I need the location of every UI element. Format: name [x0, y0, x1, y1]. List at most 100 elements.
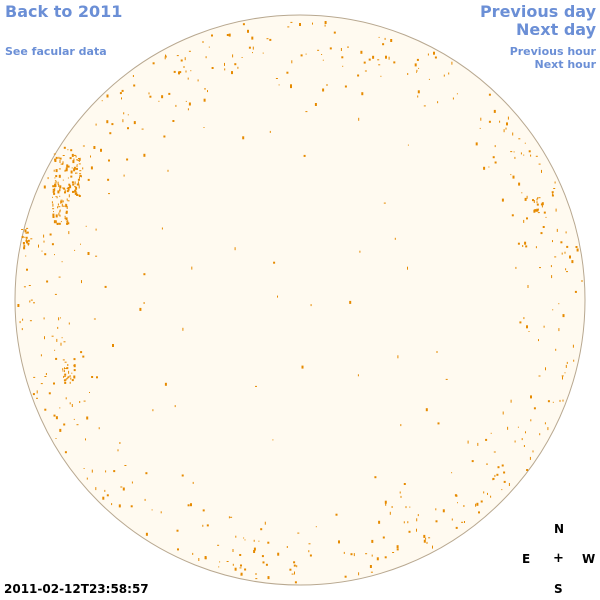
facula-mark: [475, 142, 478, 146]
facula-mark: [527, 285, 529, 288]
facula-mark: [76, 424, 79, 426]
facula-mark: [163, 135, 166, 138]
facula-mark: [492, 477, 495, 480]
facula-mark: [433, 52, 435, 54]
facula-mark: [191, 266, 193, 270]
facula-mark: [536, 208, 539, 212]
facula-mark: [393, 61, 396, 64]
facula-mark: [183, 66, 185, 68]
facula-mark: [108, 193, 110, 195]
previous-hour-link[interactable]: Previous hour: [509, 45, 596, 58]
facula-mark: [361, 92, 364, 96]
facula-mark: [237, 66, 239, 69]
compass-center-marker: +: [553, 551, 564, 566]
facula-mark: [74, 181, 76, 185]
facula-mark: [291, 573, 294, 575]
facula-mark: [575, 246, 578, 248]
facula-mark: [524, 197, 527, 201]
facula-mark: [174, 405, 176, 408]
facula-mark: [452, 97, 454, 100]
facula-mark: [262, 52, 264, 54]
facula-mark: [278, 84, 280, 86]
facula-mark: [532, 199, 534, 202]
facula-mark: [126, 158, 129, 161]
facula-mark: [30, 299, 33, 301]
facula-mark: [493, 451, 496, 453]
facula-mark: [448, 72, 450, 75]
facula-mark: [130, 505, 133, 508]
facula-mark: [335, 513, 338, 516]
facula-mark: [338, 540, 340, 544]
facula-mark: [205, 56, 207, 59]
facula-mark: [190, 70, 192, 72]
facula-mark: [554, 181, 556, 184]
facula-mark: [64, 215, 66, 218]
see-facular-data-link[interactable]: See facular data: [5, 45, 107, 58]
facula-mark: [403, 521, 405, 524]
facula-mark: [576, 248, 579, 252]
facula-mark: [64, 169, 66, 172]
facula-mark: [181, 474, 184, 477]
facula-mark: [457, 502, 458, 504]
facula-mark: [58, 174, 61, 178]
facula-mark: [144, 498, 146, 501]
facula-mark: [573, 359, 575, 362]
facula-mark: [173, 70, 176, 73]
facula-mark: [525, 245, 528, 248]
previous-day-link[interactable]: Previous day: [479, 2, 596, 21]
facula-mark: [58, 317, 60, 321]
facula-mark: [253, 539, 255, 542]
facula-mark: [21, 328, 23, 331]
facula-mark: [240, 572, 243, 576]
facula-mark: [24, 236, 26, 238]
facula-mark: [502, 411, 504, 415]
compass-north: N: [554, 522, 565, 536]
facula-mark: [526, 217, 528, 220]
next-hour-link[interactable]: Next hour: [534, 58, 597, 71]
facula-mark: [24, 244, 26, 247]
facula-mark: [95, 255, 98, 257]
facula-mark: [93, 318, 96, 320]
facula-mark: [528, 331, 530, 332]
facula-mark: [538, 375, 541, 377]
facula-mark: [67, 200, 70, 202]
facula-mark: [530, 154, 532, 157]
facula-mark: [436, 351, 438, 353]
facula-mark: [519, 321, 522, 324]
facula-mark: [67, 364, 69, 366]
facula-mark: [66, 222, 69, 225]
next-day-link[interactable]: Next day: [516, 20, 596, 39]
facula-mark: [277, 295, 278, 298]
facula-mark: [70, 149, 73, 152]
facula-mark: [41, 250, 43, 252]
facula-mark: [44, 336, 45, 340]
facula-mark: [64, 451, 67, 454]
facula-mark: [486, 463, 488, 465]
facula-mark: [40, 383, 43, 385]
facula-mark: [59, 185, 62, 189]
facula-mark: [67, 186, 70, 190]
back-to-year-link[interactable]: Back to 2011: [5, 2, 123, 21]
facula-mark: [145, 472, 148, 475]
solar-disk: [14, 14, 586, 586]
facula-mark: [490, 495, 492, 498]
facula-mark: [54, 158, 57, 161]
facula-mark: [514, 156, 516, 159]
facula-mark: [167, 169, 169, 172]
facula-mark: [54, 177, 56, 179]
compass-south: S: [554, 582, 563, 596]
facula-mark: [63, 423, 66, 426]
facula-mark: [524, 241, 527, 245]
facula-mark: [172, 120, 175, 122]
facula-mark: [152, 62, 155, 65]
facula-mark: [68, 231, 70, 235]
facula-mark: [322, 88, 325, 92]
facula-mark: [77, 159, 80, 161]
facula-mark: [58, 183, 60, 187]
facula-mark: [61, 261, 63, 263]
facula-mark: [55, 196, 57, 198]
facula-mark: [27, 239, 30, 242]
facula-mark: [76, 194, 79, 196]
facula-mark: [529, 456, 531, 460]
facula-mark: [55, 214, 58, 218]
